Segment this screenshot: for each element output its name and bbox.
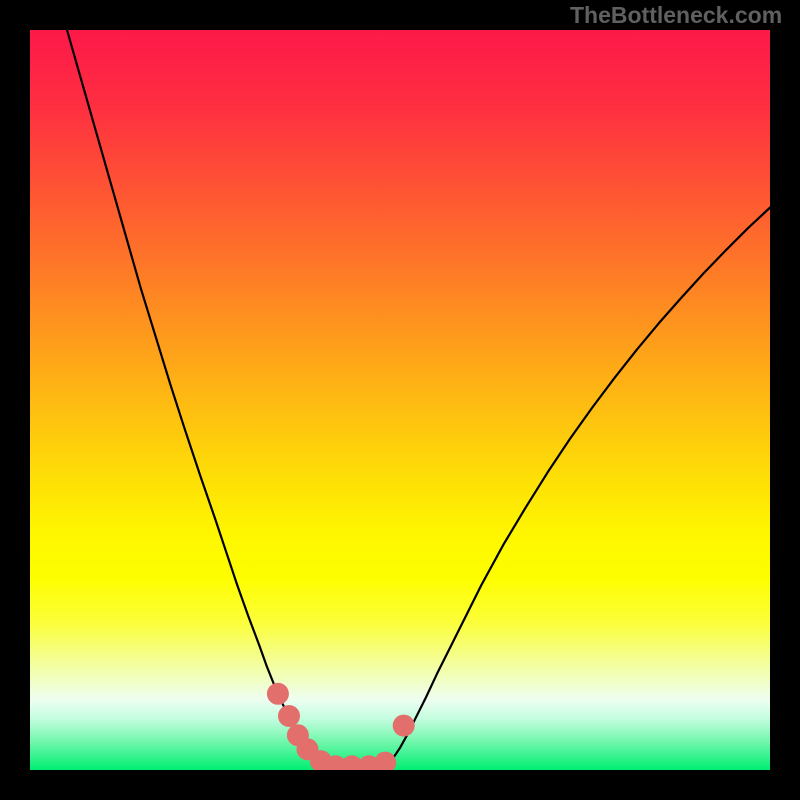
chart-container bbox=[0, 0, 800, 800]
series-dot bbox=[267, 683, 289, 705]
plot-area bbox=[30, 30, 770, 770]
series-dot bbox=[278, 705, 300, 727]
series-dot bbox=[393, 715, 415, 737]
watermark: TheBottleneck.com bbox=[570, 2, 782, 29]
plot-svg bbox=[30, 30, 770, 770]
